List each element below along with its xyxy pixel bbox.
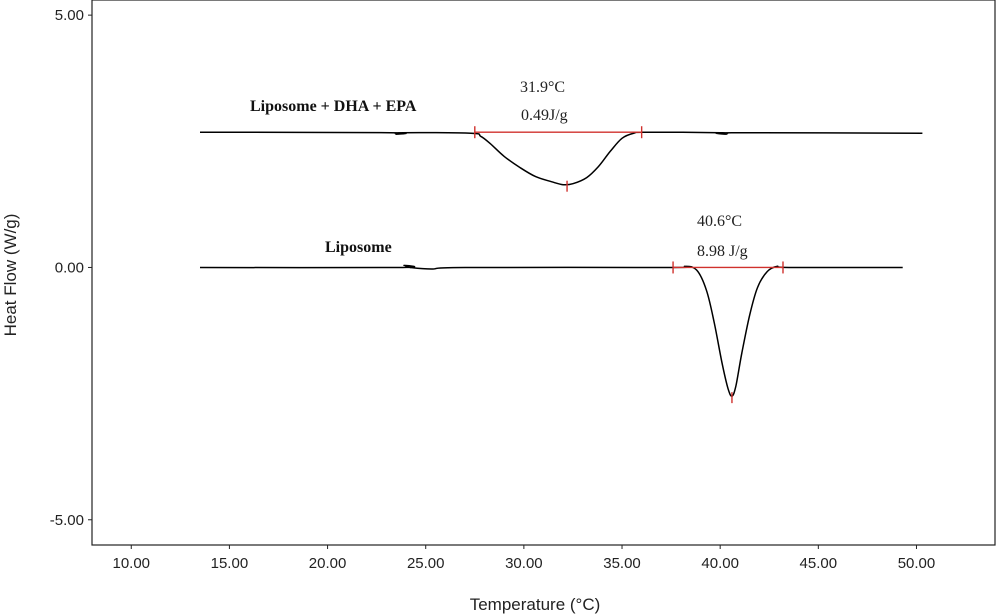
- enthalpy-label-dha-epa: 0.49J/g: [521, 107, 568, 124]
- x-tick-label: 25.00: [407, 555, 445, 572]
- x-tick-label: 20.00: [309, 555, 347, 572]
- x-tick-label: 40.00: [701, 555, 739, 572]
- y-tick-label: 5.00: [55, 7, 84, 24]
- series-label-liposome-dha-epa: Liposome + DHA + EPA: [250, 98, 417, 115]
- x-axis-ticks: 10.00 15.00 20.00 25.00 30.00 35.00 40.00 45.00…: [112, 545, 935, 572]
- x-tick-label: 10.00: [112, 555, 150, 572]
- x-tick-label: 45.00: [800, 555, 838, 572]
- x-axis-title: Temperature (°C): [470, 595, 601, 614]
- peak-temp-label-dha-epa: 31.9°C: [520, 79, 565, 96]
- enthalpy-label-liposome: 8.98 J/g: [697, 243, 748, 260]
- annotation-layer: [474, 126, 784, 404]
- series-layer: [199, 131, 923, 397]
- y-axis-ticks: 5.00 0.00 -5.00: [50, 7, 92, 529]
- x-tick-label: 15.00: [211, 555, 249, 572]
- y-axis-title: Heat Flow (W/g): [1, 214, 20, 337]
- x-tick-label: 35.00: [603, 555, 641, 572]
- series-line-liposome-dha-epa: [199, 131, 923, 186]
- series-label-liposome: Liposome: [325, 239, 392, 256]
- y-tick-label: -5.00: [50, 512, 84, 529]
- y-tick-label: 0.00: [55, 259, 84, 276]
- x-tick-label: 50.00: [898, 555, 936, 572]
- series-line-liposome: [199, 264, 903, 397]
- x-tick-label: 30.00: [505, 555, 543, 572]
- peak-temp-label-liposome: 40.6°C: [697, 213, 742, 230]
- plot-frame: [91, 0, 996, 546]
